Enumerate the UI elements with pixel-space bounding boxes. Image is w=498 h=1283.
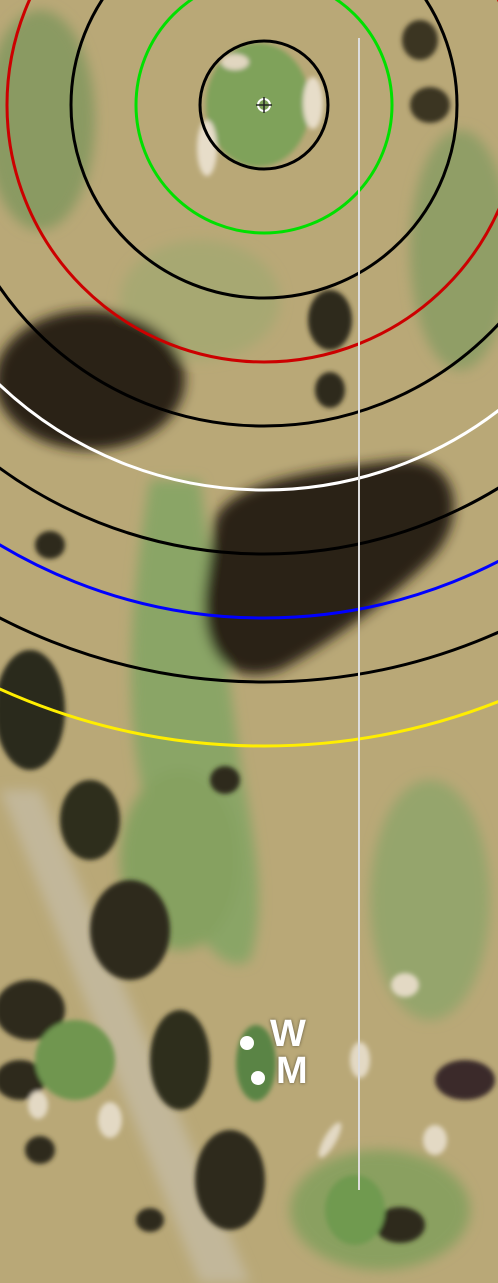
tee-label-m: M: [276, 1050, 308, 1092]
flag-target-icon[interactable]: [256, 97, 272, 113]
distance-ring-4: [5, 0, 498, 364]
distance-ring-3: [69, 0, 459, 300]
distance-ring-10: [0, 687, 498, 748]
distance-ring-8: [0, 542, 498, 620]
distance-ring-5: [0, 284, 498, 428]
tee-marker-m[interactable]: [251, 1071, 265, 1085]
distance-ring-1: [198, 39, 330, 171]
tee-marker-w[interactable]: [240, 1036, 254, 1050]
distance-ring-6: [0, 383, 498, 492]
distance-ring-2: [134, 0, 394, 235]
tee-label-w: W: [270, 1013, 306, 1055]
distance-ring-9: [0, 616, 498, 684]
distance-ring-7: [0, 466, 498, 556]
